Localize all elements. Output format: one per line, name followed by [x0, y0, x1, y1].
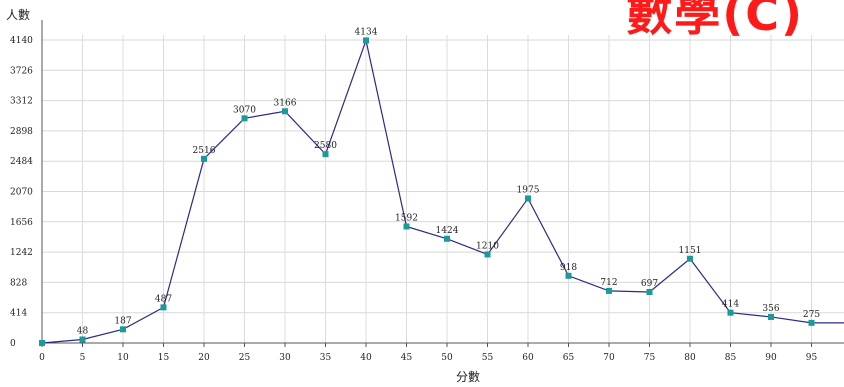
data-point-marker: [322, 151, 329, 158]
x-tick-label: 90: [765, 353, 777, 363]
data-labels: 48 187 487 2516 3070 3166 2580 4134 1592 1424 1210…: [77, 27, 821, 336]
x-tick-label: 70: [603, 353, 615, 363]
y-tick-label: 3726: [10, 66, 33, 76]
data-label: 187: [114, 316, 131, 326]
x-tick-label: 65: [563, 353, 575, 363]
x-tick-label: 40: [360, 353, 372, 363]
data-point-marker: [525, 195, 531, 202]
data-point-marker: [768, 313, 774, 320]
x-tick-label: 0: [39, 353, 45, 363]
data-point-marker: [79, 336, 86, 343]
x-tick-label: 20: [198, 353, 210, 363]
data-label: 1592: [395, 213, 418, 223]
data-label: 1424: [436, 226, 459, 236]
data-label: 2516: [193, 146, 216, 156]
data-point-marker: [282, 108, 288, 115]
data-label: 712: [600, 278, 617, 288]
data-point-marker: [403, 223, 410, 230]
y-tick-label: 414: [10, 309, 27, 319]
x-tick-label: 60: [522, 353, 534, 363]
data-point-marker: [201, 155, 207, 162]
data-point-marker: [646, 288, 653, 295]
data-point-marker: [241, 115, 248, 122]
data-point-marker: [808, 319, 815, 326]
x-tick-label: 15: [158, 353, 170, 363]
x-tick-label: 35: [320, 353, 332, 363]
data-label: 356: [762, 304, 779, 314]
data-label: 275: [803, 310, 820, 320]
y-axis-label: 人數: [6, 8, 31, 22]
x-tick-label: 30: [279, 353, 291, 363]
y-tick-label: 1656: [10, 218, 33, 228]
data-label: 414: [722, 300, 739, 310]
x-tick-label: 45: [401, 353, 413, 363]
x-axis-label: 分數: [456, 370, 481, 384]
x-tick-label: 25: [239, 353, 251, 363]
data-label: 1210: [476, 241, 499, 251]
data-point-marker: [39, 340, 45, 346]
x-tick-label: 80: [684, 353, 696, 363]
data-point-marker: [120, 326, 126, 333]
y-tick-label: 2070: [10, 188, 33, 198]
data-point-marker: [444, 235, 450, 242]
x-tick-label: 55: [482, 353, 494, 363]
data-point-marker: [363, 37, 369, 44]
data-label: 487: [155, 294, 172, 304]
data-label: 1151: [679, 246, 702, 256]
data-label: 2580: [314, 141, 337, 151]
data-point-marker: [727, 309, 734, 316]
data-label: 918: [560, 263, 577, 273]
grid: [42, 35, 844, 343]
data-point-marker: [687, 255, 693, 262]
data-point-marker: [565, 272, 572, 279]
data-label: 1975: [517, 185, 540, 195]
axes: 0414828124216562070248428983312372641400…: [10, 20, 844, 363]
y-tick-label: 4140: [10, 36, 33, 46]
x-tick-label: 85: [725, 353, 737, 363]
data-point-marker: [160, 304, 167, 311]
data-label: 3070: [233, 105, 256, 115]
y-tick-label: 3312: [10, 97, 33, 107]
data-point-marker: [484, 251, 491, 258]
data-label: 4134: [355, 27, 378, 37]
data-label: 697: [641, 279, 658, 289]
y-tick-label: 828: [10, 278, 27, 288]
y-tick-label: 2898: [10, 127, 33, 137]
x-tick-label: 10: [117, 353, 129, 363]
y-tick-label: 2484: [10, 157, 33, 167]
x-tick-label: 75: [644, 353, 656, 363]
data-label: 3166: [274, 98, 297, 108]
y-tick-label: 0: [10, 339, 16, 349]
x-tick-label: 5: [80, 353, 86, 363]
data-points: [39, 37, 815, 346]
data-label: 48: [77, 326, 89, 336]
y-tick-label: 1242: [10, 248, 33, 258]
data-point-marker: [606, 287, 612, 294]
x-tick-label: 95: [806, 353, 818, 363]
banner-title: 數學(C): [626, 0, 804, 41]
x-tick-label: 50: [441, 353, 453, 363]
